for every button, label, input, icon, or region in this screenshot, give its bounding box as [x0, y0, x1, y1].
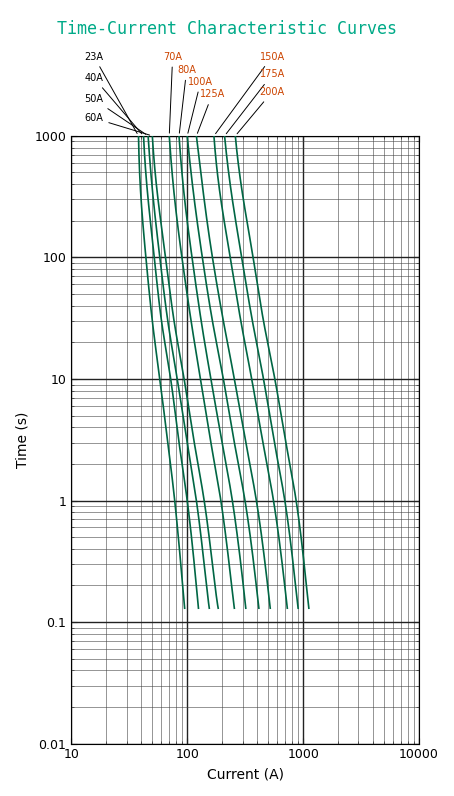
Text: 60A: 60A: [84, 113, 150, 135]
Text: 175A: 175A: [226, 69, 285, 134]
Text: 70A: 70A: [163, 52, 182, 133]
Text: 200A: 200A: [237, 87, 285, 134]
Text: 50A: 50A: [84, 94, 146, 135]
X-axis label: Current (A): Current (A): [207, 767, 284, 781]
Y-axis label: Time (s): Time (s): [15, 412, 29, 468]
Text: Time-Current Characteristic Curves: Time-Current Characteristic Curves: [57, 20, 397, 38]
Text: 40A: 40A: [84, 73, 142, 134]
Text: 80A: 80A: [177, 64, 196, 133]
Text: 23A: 23A: [84, 52, 137, 134]
Text: 100A: 100A: [188, 76, 213, 133]
Text: 150A: 150A: [216, 52, 285, 134]
Text: 125A: 125A: [197, 89, 225, 133]
